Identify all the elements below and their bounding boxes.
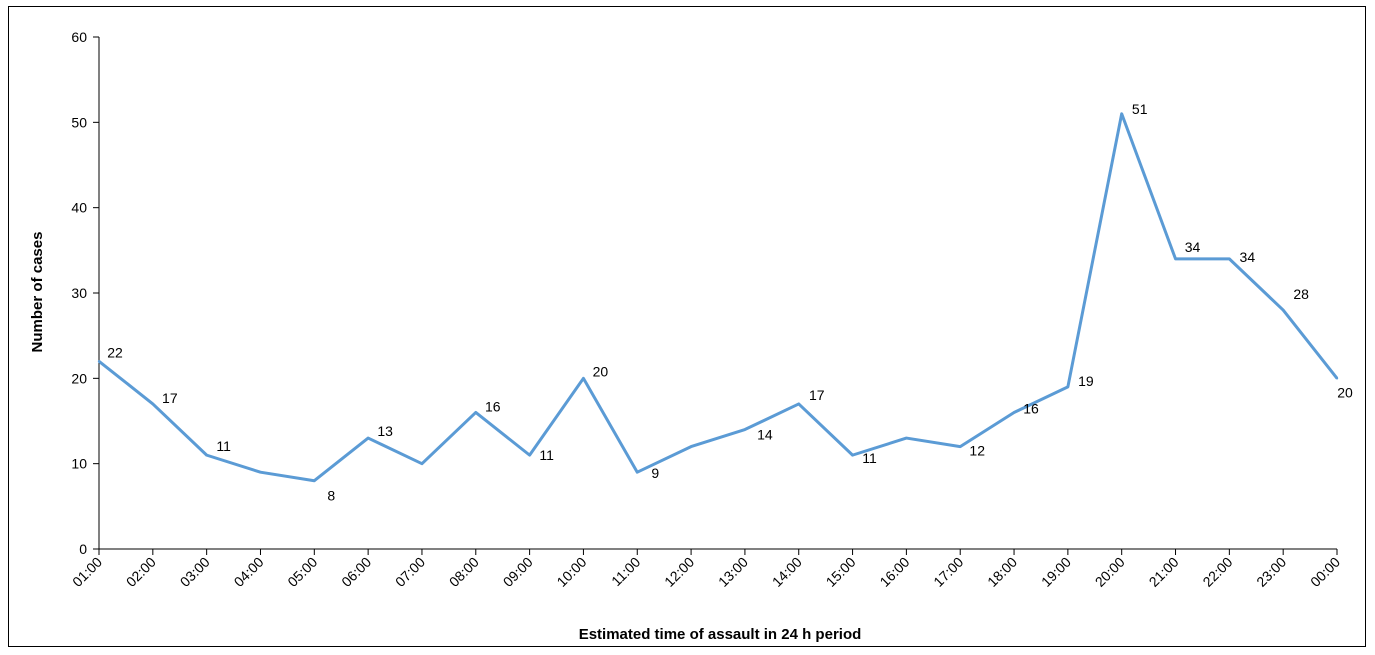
y-tick-label: 60 — [71, 29, 87, 45]
data-point — [1066, 385, 1070, 389]
x-tick-label: 10:00 — [553, 554, 589, 590]
data-point — [1120, 112, 1123, 116]
data-label: 34 — [1240, 249, 1256, 265]
y-tick-label: 30 — [71, 285, 87, 301]
data-point — [851, 453, 854, 457]
x-tick-label: 06:00 — [338, 554, 374, 590]
data-label: 19 — [1078, 373, 1094, 389]
data-label: 51 — [1132, 101, 1148, 117]
data-point — [582, 377, 585, 380]
data-label: 11 — [862, 450, 877, 466]
data-label: 11 — [216, 438, 231, 454]
data-point — [1012, 411, 1016, 414]
data-label: 12 — [969, 443, 985, 459]
data-point — [797, 402, 800, 406]
y-axis-title: Number of cases — [29, 232, 46, 353]
y-tick-label: 20 — [71, 370, 87, 386]
x-tick-label: 09:00 — [500, 554, 536, 590]
data-point — [420, 462, 424, 465]
x-tick-label: 01:00 — [69, 554, 105, 590]
data-point — [151, 402, 155, 406]
x-tick-label: 11:00 — [608, 554, 644, 590]
x-tick-label: 19:00 — [1038, 554, 1074, 590]
data-point — [259, 471, 262, 474]
data-label-layer: 22 17 11 8 13 16 11 20 9 14 17 11 12 16 19 51 34 34 28 20 — [107, 101, 1353, 504]
data-point — [743, 428, 747, 431]
x-tick-label: 23:00 — [1253, 554, 1289, 590]
x-axis: 01:00 02:00 03:00 04:00 05:00 06:00 07:00 08:00… — [69, 548, 1343, 590]
data-point — [905, 436, 908, 440]
data-label: 17 — [162, 390, 178, 406]
series-layer — [97, 112, 1339, 483]
x-tick-label: 04:00 — [231, 554, 267, 590]
x-tick-label: 00:00 — [1307, 554, 1343, 590]
data-label: 17 — [809, 387, 825, 403]
x-tick-label: 20:00 — [1092, 554, 1128, 590]
data-point — [689, 445, 693, 448]
data-label: 14 — [757, 427, 773, 443]
data-label: 16 — [485, 398, 501, 414]
data-label: 20 — [1337, 384, 1353, 400]
y-tick-label: 10 — [71, 456, 87, 472]
x-tick-label: 17:00 — [930, 554, 966, 590]
data-point — [366, 436, 370, 440]
data-point — [959, 445, 962, 448]
series-line — [98, 112, 1339, 483]
x-tick-label: 21:00 — [1146, 554, 1182, 590]
data-point — [528, 453, 531, 457]
data-point — [636, 471, 639, 474]
data-label: 8 — [327, 488, 335, 504]
data-label: 11 — [539, 447, 554, 463]
data-point — [313, 479, 316, 482]
x-tick-label: 12:00 — [661, 554, 697, 590]
data-label: 22 — [107, 344, 123, 360]
x-tick-label: 03:00 — [177, 554, 213, 590]
data-label: 9 — [651, 465, 659, 481]
data-point — [1228, 257, 1231, 261]
x-tick-label: 08:00 — [446, 554, 482, 590]
data-point — [1335, 377, 1339, 380]
x-tick-label: 07:00 — [392, 554, 428, 590]
data-point — [205, 453, 208, 457]
data-label: 16 — [1023, 400, 1039, 416]
chart-frame — [8, 6, 1366, 647]
x-tick-label: 18:00 — [984, 554, 1020, 590]
x-tick-label: 22:00 — [1199, 554, 1235, 590]
data-point — [1281, 308, 1285, 312]
data-point — [474, 411, 477, 414]
x-tick-label: 05:00 — [284, 554, 320, 590]
x-tick-label: 02:00 — [123, 554, 159, 590]
x-tick-label: 16:00 — [876, 554, 912, 590]
y-tick-label: 40 — [71, 200, 87, 216]
y-tick-label: 0 — [79, 541, 87, 557]
y-tick-label: 50 — [71, 114, 87, 130]
data-point — [1174, 257, 1177, 261]
data-label: 13 — [377, 423, 393, 439]
data-label: 20 — [593, 363, 609, 379]
x-tick-label: 13:00 — [715, 554, 751, 590]
x-tick-label: 15:00 — [823, 554, 859, 590]
data-label: 28 — [1293, 286, 1309, 302]
x-axis-title: Estimated time of assault in 24 h period — [579, 626, 862, 643]
data-point — [97, 360, 101, 363]
data-label: 34 — [1185, 239, 1201, 255]
y-axis: 0 10 20 30 40 50 60 — [71, 29, 100, 557]
x-tick-label: 14:00 — [769, 554, 805, 590]
